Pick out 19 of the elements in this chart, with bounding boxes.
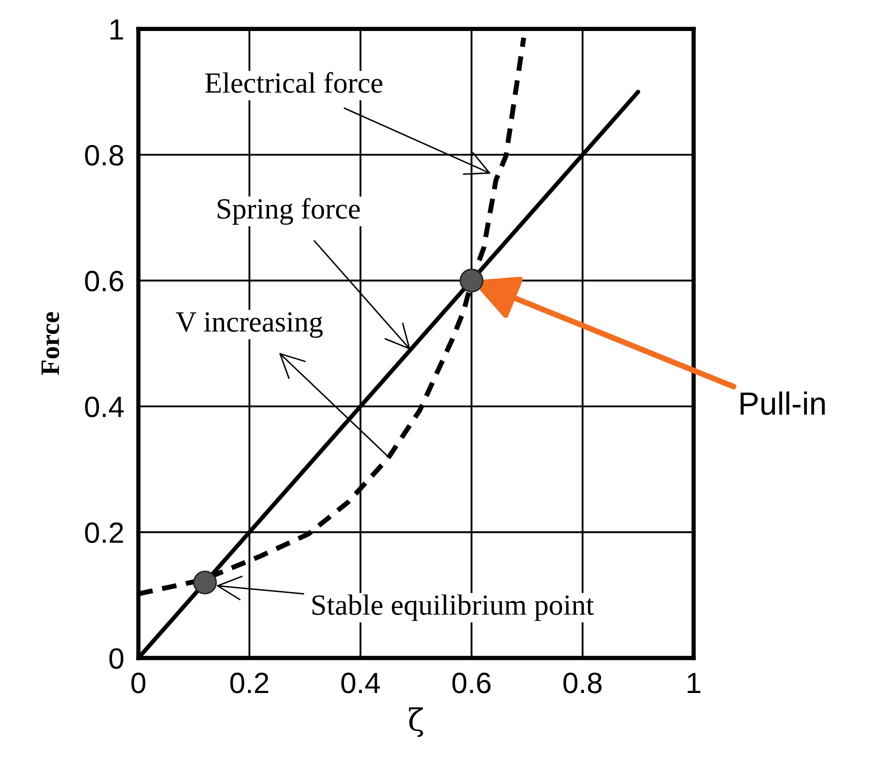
annotation: Electrical force — [205, 72, 382, 93]
annotation: Pull-in — [740, 391, 825, 415]
y-tick-label: 0.6 — [85, 270, 124, 292]
x-tick-label: 0.4 — [341, 672, 380, 694]
annotation: V increasing — [176, 312, 323, 338]
y-tick-label: 0.8 — [85, 144, 124, 166]
x-tick-label: 0.8 — [563, 672, 602, 694]
y-axis-title: Force — [42, 312, 60, 376]
x-axis-title: ζ — [408, 707, 424, 737]
x-tick-label: 0.6 — [452, 672, 491, 694]
y-tick-label: 0.2 — [85, 522, 124, 544]
x-tick-label: 0 — [131, 672, 146, 694]
y-tick-label: 0 — [109, 648, 124, 669]
annotation: Spring force — [218, 198, 360, 225]
annotation: Stable equilibrium point — [312, 594, 594, 621]
x-tick-label: 0.2 — [230, 672, 268, 694]
y-tick-label: 1 — [110, 19, 124, 40]
y-tick-label: 0.4 — [85, 396, 124, 418]
x-tick-label: 1 — [688, 672, 700, 694]
